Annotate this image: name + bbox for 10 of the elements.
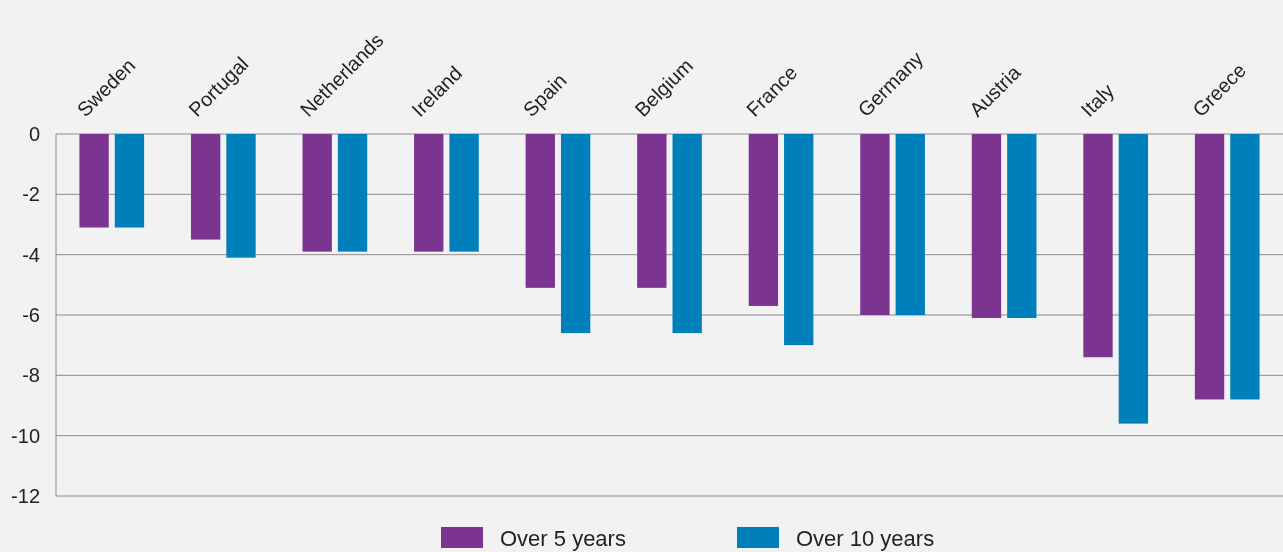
y-tick-label: -4 (22, 243, 40, 266)
y-tick-label: -8 (22, 364, 40, 387)
y-tick-label: -10 (11, 424, 40, 447)
y-tick-label: -12 (11, 485, 40, 507)
y-tick-label: -2 (22, 183, 40, 206)
y-tick-label: -6 (22, 304, 40, 326)
legend-label: Over 5 years (500, 525, 626, 551)
y-tick-label: 0 (28, 123, 40, 145)
x-tick-label: Italy (1076, 79, 1119, 121)
legend-label: Over 10 years (796, 525, 935, 551)
